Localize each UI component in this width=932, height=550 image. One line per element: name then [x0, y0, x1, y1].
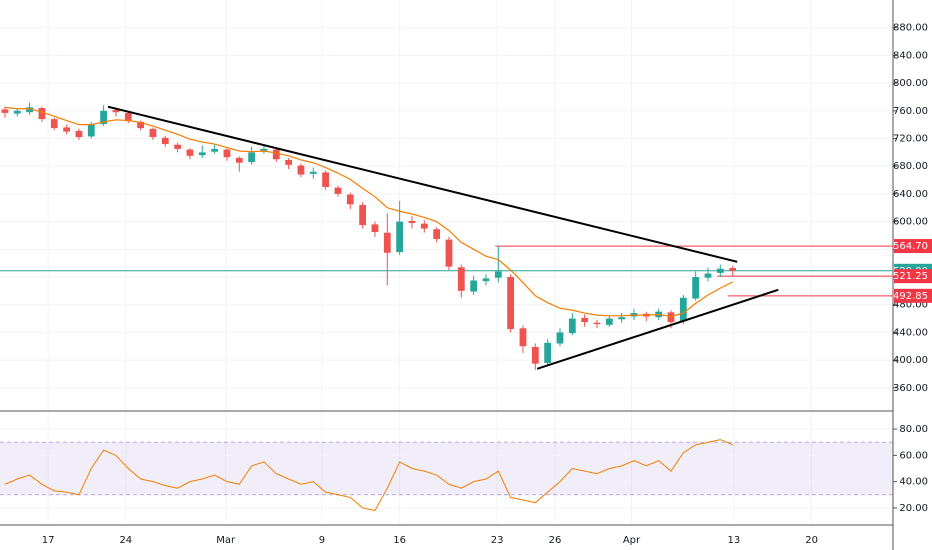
- price-label-box: [894, 239, 932, 254]
- candle-body: [371, 224, 379, 233]
- candle-body: [297, 165, 305, 175]
- y-tick-label: 680.00: [893, 161, 928, 172]
- candle-body: [359, 205, 367, 226]
- x-tick-label: 17: [42, 535, 55, 546]
- candle-body: [63, 127, 70, 132]
- x-tick-label: 16: [393, 535, 406, 546]
- candle-body: [198, 152, 206, 156]
- candle-body: [556, 332, 564, 344]
- candle-body: [544, 342, 552, 363]
- y-tick-label: 40.00: [899, 477, 928, 488]
- candle-body: [309, 171, 317, 174]
- candle-body: [346, 194, 354, 205]
- y-tick-label: 880.00: [893, 23, 928, 34]
- candle-body: [87, 124, 95, 137]
- candle-body: [13, 110, 21, 114]
- price-label-box: [894, 269, 932, 284]
- candle-body: [334, 187, 342, 194]
- candle-body: [716, 268, 724, 273]
- y-tick-label: 360.00: [893, 383, 928, 394]
- candle-body: [211, 148, 219, 152]
- price-label: 564.70: [893, 241, 928, 252]
- candle-body: [112, 110, 120, 113]
- y-tick-label: 800.00: [893, 78, 928, 89]
- candle-body: [272, 149, 280, 160]
- candle-body: [445, 239, 453, 267]
- candle-body: [124, 112, 132, 122]
- y-tick-label: 600.00: [893, 217, 928, 228]
- y-tick-label: 480.00: [893, 300, 928, 311]
- y-tick-label: 840.00: [893, 50, 928, 61]
- y-tick-label: 60.00: [899, 450, 928, 461]
- x-tick-label: 20: [805, 535, 818, 546]
- y-tick-label: 80.00: [899, 424, 928, 435]
- candle-body: [519, 328, 527, 347]
- candle-body: [581, 317, 589, 323]
- candle-body: [568, 318, 576, 334]
- candle-body: [161, 137, 169, 145]
- rsi-band: [0, 442, 893, 495]
- y-tick-label: 440.00: [893, 327, 928, 338]
- candle-body: [457, 267, 465, 291]
- candle-body: [396, 221, 404, 253]
- candle-body: [248, 152, 256, 163]
- candle-body: [531, 346, 539, 364]
- price-label: 521.25: [893, 271, 928, 282]
- x-tick-label: 26: [549, 535, 562, 546]
- rsi-line: [4, 439, 733, 512]
- candle-body: [149, 128, 157, 138]
- candle-body: [50, 119, 58, 129]
- candle-body: [679, 297, 687, 322]
- candle-body: [470, 280, 478, 292]
- candle-body: [285, 159, 293, 165]
- candle-body: [26, 107, 33, 113]
- ema-line: [4, 106, 733, 318]
- x-tick-label: 9: [319, 535, 325, 546]
- candle-body: [100, 110, 107, 124]
- candle-body: [186, 149, 194, 156]
- y-tick-label: 20.00: [899, 503, 928, 514]
- candle-body: [383, 232, 391, 253]
- candle-body: [692, 277, 700, 299]
- candle-body: [223, 149, 231, 158]
- y-tick-label: 760.00: [893, 106, 928, 117]
- trendline: [107, 105, 738, 263]
- candle-body: [420, 223, 428, 229]
- candle-body: [667, 312, 675, 323]
- candle-body: [482, 278, 490, 282]
- candle-body: [605, 318, 613, 325]
- trendline: [536, 288, 779, 370]
- candle-body: [507, 277, 515, 329]
- candle-body: [1, 109, 9, 113]
- candle-body: [433, 229, 441, 239]
- price-label: 492.85: [893, 291, 928, 302]
- candle-body: [593, 322, 601, 325]
- candle-body: [729, 268, 737, 271]
- candle-body: [235, 157, 243, 163]
- x-tick-label: Apr: [623, 535, 641, 546]
- y-tick-label: 720.00: [893, 134, 928, 145]
- candle-body: [408, 220, 416, 224]
- y-tick-label: 640.00: [893, 189, 928, 200]
- candle-body: [322, 172, 330, 187]
- y-tick-label: 400.00: [893, 355, 928, 366]
- x-tick-label: 13: [728, 535, 741, 546]
- price-label-box: [894, 288, 932, 303]
- x-tick-label: Mar: [216, 535, 236, 546]
- candle-body: [618, 317, 626, 320]
- candle-body: [494, 271, 502, 278]
- x-tick-label: 23: [491, 535, 504, 546]
- candle-body: [260, 148, 268, 152]
- candle-body: [704, 273, 712, 278]
- candle-body: [38, 108, 46, 120]
- candle-body: [137, 121, 145, 129]
- candle-body: [174, 144, 182, 149]
- candle-body: [75, 130, 83, 138]
- x-tick-label: 24: [119, 535, 132, 546]
